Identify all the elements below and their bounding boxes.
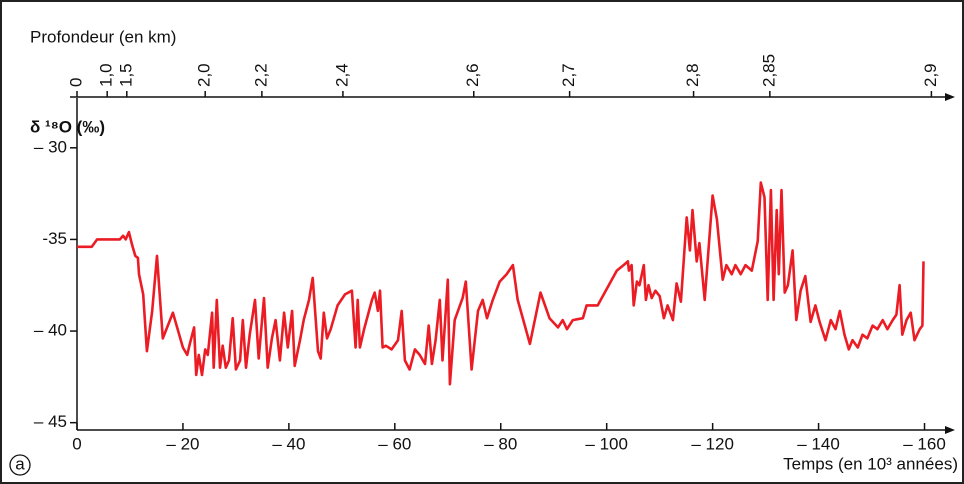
depth-tick-label: 0 bbox=[66, 78, 85, 87]
depth-tick-label: 2,2 bbox=[251, 63, 270, 87]
x-axis-label: Temps (en 10³ années) bbox=[783, 454, 958, 473]
depth-tick-label: 2,4 bbox=[332, 63, 351, 87]
y-tick-label: – 45 bbox=[34, 412, 67, 431]
panel-circle bbox=[9, 454, 31, 476]
depth-axis-arrow bbox=[945, 93, 955, 101]
depth-tick-label: 2,6 bbox=[463, 63, 482, 87]
x-tick-label: – 20 bbox=[166, 434, 199, 453]
x-tick-label: – 100 bbox=[585, 434, 628, 453]
data-line bbox=[77, 181, 925, 386]
depth-tick-label: 2,85 bbox=[759, 54, 778, 87]
y-axis-label: δ ¹⁸O (‰) bbox=[30, 117, 105, 136]
x-tick-label: 0 bbox=[72, 434, 81, 453]
depth-tick-label: 2,9 bbox=[921, 63, 940, 87]
x-tick-label: – 140 bbox=[797, 434, 840, 453]
y-tick-label: -35 bbox=[42, 229, 67, 248]
depth-axis-label: Profondeur (en km) bbox=[30, 27, 176, 46]
y-tick-label: – 40 bbox=[34, 321, 67, 340]
x-tick-label: – 120 bbox=[691, 434, 734, 453]
x-axis-arrow bbox=[945, 426, 955, 434]
depth-tick-label: 2,0 bbox=[195, 63, 214, 87]
depth-tick-label: 2,8 bbox=[683, 63, 702, 87]
x-tick-label: – 80 bbox=[484, 434, 517, 453]
x-tick-label: – 40 bbox=[272, 434, 305, 453]
depth-tick-label: 2,7 bbox=[559, 63, 578, 87]
x-tick-label: – 160 bbox=[903, 434, 946, 453]
y-tick-label: – 30 bbox=[34, 137, 67, 156]
x-tick-label: – 60 bbox=[378, 434, 411, 453]
depth-tick-label: 1,0 bbox=[97, 63, 116, 87]
panel-label: a bbox=[15, 454, 25, 473]
depth-tick-label: 1,5 bbox=[116, 63, 135, 87]
